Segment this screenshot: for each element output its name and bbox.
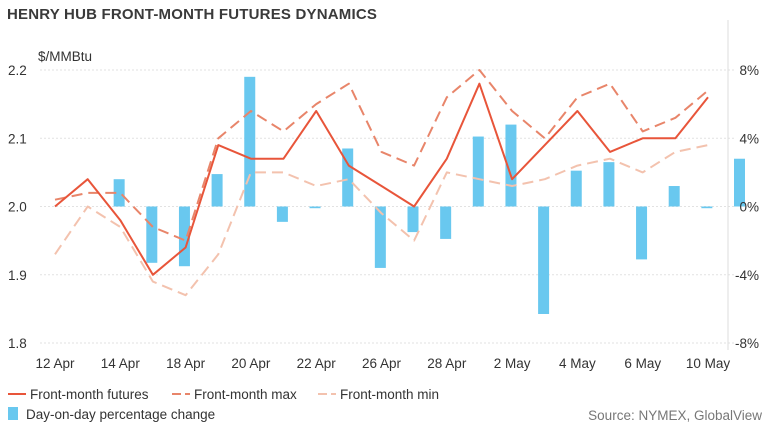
bar: [342, 148, 354, 207]
bar: [113, 179, 125, 207]
x-tick-label: 28 Apr: [427, 356, 467, 371]
y-right-tick-label: -4%: [735, 268, 759, 283]
source-note: Source: NYMEX, GlobalView: [588, 408, 762, 423]
bar: [701, 206, 713, 209]
x-tick-label: 10 May: [686, 356, 731, 371]
bar: [538, 206, 550, 314]
x-tick-label: 12 Apr: [35, 356, 75, 371]
y-left-tick-label: 2.2: [8, 63, 27, 78]
x-tick-label: 22 Apr: [297, 356, 337, 371]
series-line: [54, 144, 709, 297]
bar: [570, 170, 582, 207]
legend-label: Front-month min: [340, 387, 439, 402]
chart-title: HENRY HUB FRONT-MONTH FUTURES DYNAMICS: [7, 6, 378, 23]
bar: [146, 206, 158, 263]
bar: [603, 162, 615, 207]
series-line: [54, 82, 709, 276]
bar: [211, 174, 223, 207]
x-tick-label: 2 May: [494, 356, 531, 371]
legend-label: Day-on-day percentage change: [26, 407, 215, 422]
y-left-tick-label: 1.8: [8, 336, 27, 351]
y-left-tick-label: 2.1: [8, 131, 27, 146]
x-tick-label: 20 Apr: [231, 356, 271, 371]
bar: [276, 206, 288, 222]
bar: [309, 206, 321, 209]
bar: [440, 206, 452, 239]
bar: [374, 206, 386, 268]
x-tick-label: 18 Apr: [166, 356, 206, 371]
legend-label: Front-month futures: [30, 387, 149, 402]
grid-lines: [40, 69, 735, 344]
bar: [505, 124, 517, 207]
y-left-tick-label: 2.0: [8, 200, 27, 215]
bar: [407, 206, 419, 233]
y-left-tick-label: 1.9: [8, 268, 27, 283]
y-right-tick-label: 0%: [739, 200, 759, 215]
y-right-tick-label: -8%: [735, 336, 759, 351]
series-line: [54, 69, 709, 242]
x-tick-label: 6 May: [624, 356, 661, 371]
axes: 1.8 1.9 2.0 2.1 2.2 -8% -4% 0% 4% 8% 12 Apr 14 Apr 1…: [8, 20, 759, 371]
bar-series: [113, 76, 745, 314]
legend: Front-month futures Front-month max Front-…: [8, 387, 439, 422]
bar: [244, 76, 256, 207]
x-tick-label: 26 Apr: [362, 356, 402, 371]
y-axis-unit-label: $/MMBtu: [38, 49, 92, 64]
line-series: [54, 69, 709, 297]
bar: [734, 158, 745, 207]
bar: [178, 206, 190, 267]
bar: [636, 206, 648, 260]
bar: [472, 136, 484, 207]
bar: [668, 186, 680, 207]
y-right-tick-label: 4%: [739, 131, 759, 146]
legend-swatch: [8, 407, 18, 420]
legend-label: Front-month max: [194, 387, 297, 402]
x-tick-label: 14 Apr: [101, 356, 141, 371]
y-right-tick-label: 8%: [739, 63, 759, 78]
x-tick-label: 4 May: [559, 356, 596, 371]
